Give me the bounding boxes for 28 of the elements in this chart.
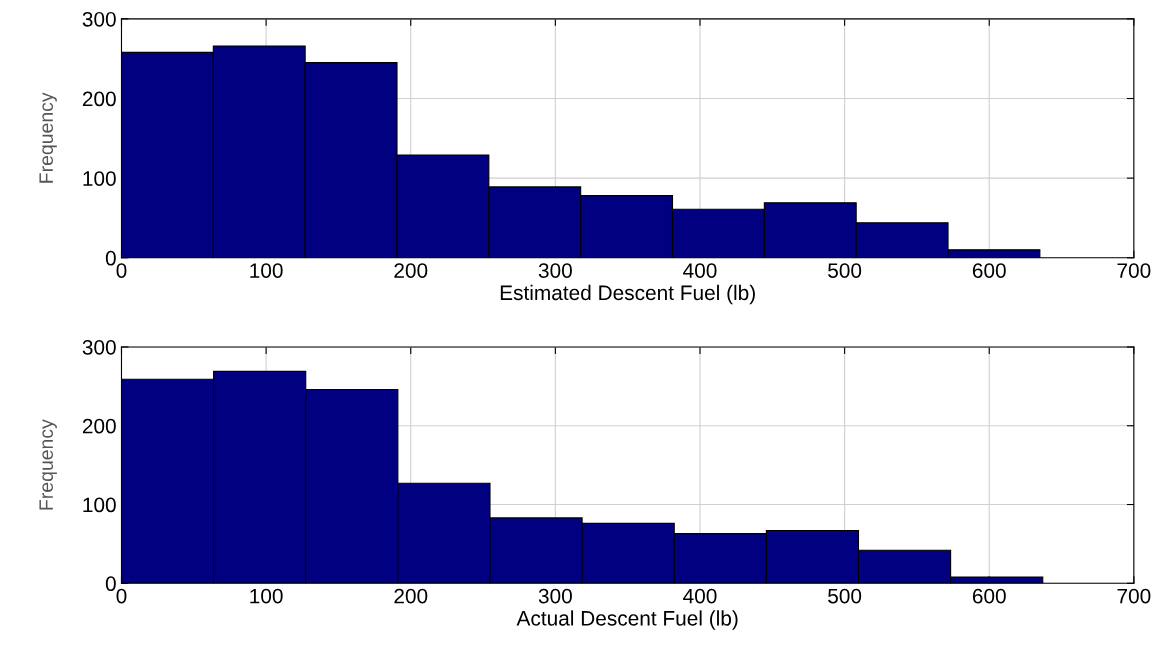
x-tick-label: 0: [116, 588, 127, 604]
y-axis-title: Frequency: [39, 419, 57, 510]
x-axis-title: Actual Descent Fuel (lb): [516, 610, 738, 630]
x-tick-label: 700: [1117, 588, 1151, 604]
x-tick-label: 500: [828, 588, 862, 604]
y-tick-label: 200: [82, 418, 116, 434]
x-tick-label: 600: [972, 588, 1006, 604]
y-tick-label: 200: [82, 91, 116, 107]
x-tick-label: 500: [828, 263, 862, 278]
y-tick-label: 300: [82, 339, 116, 355]
y-tick-label: 100: [83, 171, 116, 186]
x-tick-label: 200: [394, 263, 428, 278]
y-tick-label: 100: [83, 497, 116, 513]
x-tick-label: 300: [538, 263, 572, 278]
y-tick-label: 300: [82, 11, 116, 27]
y-tick-label: 0: [105, 576, 116, 592]
x-tick-label: 400: [683, 588, 717, 604]
y-tick-label: 0: [105, 250, 116, 266]
x-tick-label: 300: [538, 588, 572, 604]
x-tick-label: 0: [116, 263, 127, 278]
x-tick-label: 100: [250, 588, 283, 604]
x-axis-title: Estimated Descent Fuel (lb): [500, 284, 755, 305]
x-tick-label: 100: [250, 263, 283, 278]
x-tick-label: 600: [972, 263, 1006, 278]
y-axis-title: Frequency: [39, 92, 57, 183]
x-tick-label: 400: [683, 263, 717, 278]
x-tick-label: 200: [394, 588, 428, 604]
x-tick-label: 700: [1117, 263, 1151, 278]
